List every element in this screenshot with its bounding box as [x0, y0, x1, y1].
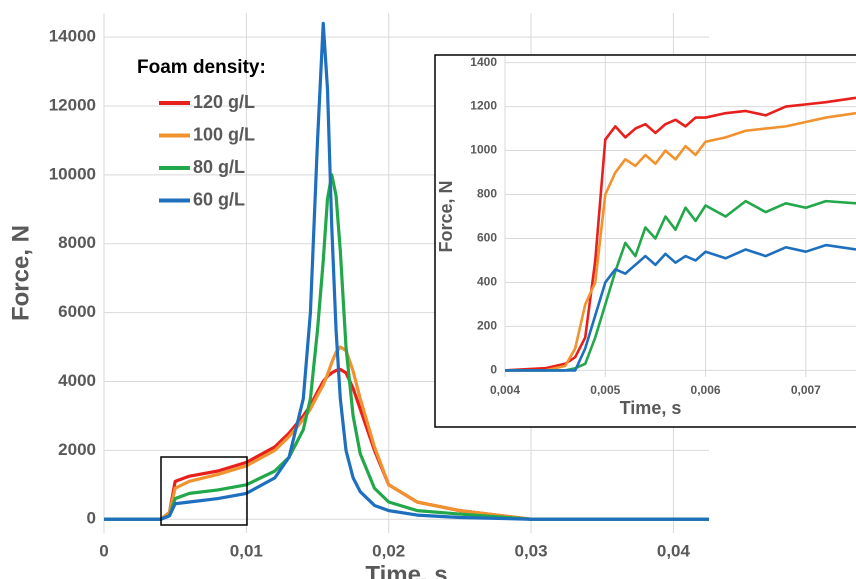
y-tick-label: 1200 — [470, 99, 497, 113]
series-line — [104, 21, 709, 521]
x-tick-label: 0,04 — [657, 541, 691, 560]
legend-label: 60 g/L — [193, 189, 245, 209]
x-tick-label: 0,004 — [490, 383, 520, 397]
y-tick-label: 0 — [490, 363, 497, 377]
y-tick-label: 1400 — [470, 55, 497, 69]
y-tick-label: 1000 — [470, 143, 497, 157]
x-tick-label: 0,006 — [691, 383, 721, 397]
legend-label: 120 g/L — [193, 92, 255, 112]
series-line — [505, 199, 856, 372]
x-tick-label: 0,03 — [515, 541, 548, 560]
series-line — [104, 345, 709, 521]
y-tick-label: 400 — [477, 275, 497, 289]
series-line — [505, 111, 856, 372]
series-line — [505, 96, 856, 372]
series-line — [104, 173, 709, 521]
series-line — [505, 243, 856, 372]
inset-frame — [434, 54, 856, 428]
zoom-box — [160, 456, 248, 526]
y-tick-label: 10000 — [49, 164, 96, 183]
inset-chart: 0 200 400 600 800 1000 1200 1400 0,004 0,005 0,006… — [436, 55, 856, 418]
y-tick-label: 12000 — [49, 95, 96, 114]
y-tick-label: 2000 — [58, 440, 96, 459]
y-tick-label: 14000 — [49, 27, 96, 46]
y-axis-title: Force, N — [7, 225, 34, 321]
x-tick-label: 0,007 — [791, 383, 821, 397]
y-tick-label: 200 — [477, 319, 497, 333]
legend-label: 80 g/L — [193, 157, 245, 177]
y-tick-label: 8000 — [58, 233, 96, 252]
y-tick-label: 4000 — [58, 371, 96, 390]
y-tick-label: 0 — [87, 509, 96, 528]
y-tick-label: 800 — [477, 187, 497, 201]
y-tick-label: 6000 — [58, 302, 96, 321]
y-axis-title: Force, N — [436, 180, 456, 252]
legend-label: 100 g/L — [193, 124, 255, 144]
x-tick-label: 0,005 — [590, 383, 620, 397]
x-axis-title: Time, s — [365, 561, 447, 579]
x-tick-label: 0,01 — [230, 541, 263, 560]
y-tick-label: 600 — [477, 231, 497, 245]
x-tick-label: 0 — [99, 541, 108, 560]
x-tick-label: 0,02 — [372, 541, 405, 560]
legend-title: Foam density: — [137, 57, 266, 78]
x-axis-title: Time, s — [620, 398, 682, 418]
